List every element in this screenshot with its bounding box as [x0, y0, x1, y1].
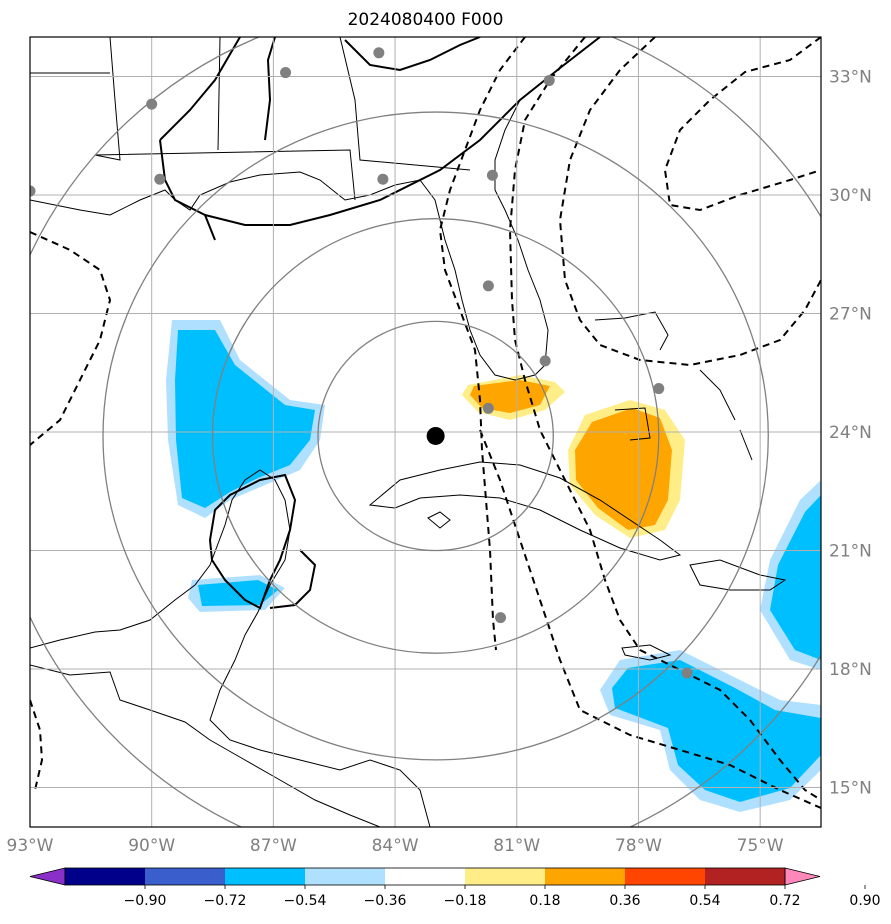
- station-marker: [482, 402, 494, 414]
- latitude-label: 33°N: [829, 68, 872, 88]
- range-ring: [317, 320, 554, 552]
- range-rings: [30, 37, 821, 827]
- latitude-label: 15°N: [829, 779, 872, 799]
- longitude-label: 75°W: [737, 836, 784, 856]
- longitude-label: 84°W: [372, 836, 419, 856]
- longitude-labels: 93°W 90°W 87°W 84°W 81°W 78°W 75°W: [7, 836, 784, 856]
- longitude-label: 90°W: [128, 836, 175, 856]
- colorbar-segment: [145, 868, 226, 885]
- range-ring: [211, 218, 660, 654]
- colorbar-tick-label: −0.54: [284, 893, 327, 909]
- station-markers: [30, 47, 693, 679]
- state-borders: [30, 37, 471, 201]
- anomaly-shading: [166, 320, 821, 812]
- station-marker: [377, 173, 389, 185]
- latitude-label: 21°N: [829, 542, 872, 562]
- coast-central-america: [30, 664, 381, 827]
- station-marker: [373, 47, 385, 59]
- colorbar-tick-labels: −0.90 −0.72 −0.54 −0.36 −0.18 0.18 0.36 0.54 0.7…: [124, 885, 881, 909]
- colorbar-tick-label: −0.72: [204, 893, 247, 909]
- colorbar-frame: [64, 867, 786, 886]
- station-marker: [486, 169, 498, 181]
- station-marker: [280, 67, 292, 79]
- colorbar-segment: [65, 868, 146, 885]
- station-marker: [30, 185, 36, 197]
- station-marker: [653, 383, 665, 395]
- solid-contour-gulf-loop: [208, 473, 317, 610]
- colorbar-tick-label: 0.54: [689, 893, 720, 909]
- range-ring: [102, 111, 769, 761]
- dashed-contour-west-small: [30, 699, 44, 791]
- coast-yucatan: [30, 469, 431, 827]
- latitude-label: 27°N: [829, 305, 872, 325]
- colorbar-tick-label: 0.90: [849, 893, 880, 909]
- solid-contour-north: [159, 37, 601, 226]
- solid-contour-left: [159, 139, 216, 241]
- coast-hispaniola: [689, 559, 787, 591]
- map-title: 2024080400 F000: [347, 10, 504, 30]
- latitude-label: 24°N: [829, 423, 872, 443]
- storm-center-marker: [426, 426, 445, 445]
- dashed-contour-florida: [438, 37, 526, 651]
- latitude-label: 18°N: [829, 660, 872, 680]
- dashed-contour-atlantic-3: [663, 37, 821, 212]
- latitude-label: 30°N: [829, 186, 872, 206]
- negative-anomaly-gulf: [175, 330, 315, 508]
- isle-of-youth: [427, 511, 451, 529]
- colorbar-segment: [385, 868, 466, 885]
- longitude-label: 81°W: [493, 836, 540, 856]
- coastlines: [30, 37, 787, 827]
- coast-bahamas: [594, 311, 753, 461]
- station-marker: [495, 612, 507, 624]
- station-marker: [482, 280, 494, 292]
- colorbar-segment: [305, 868, 386, 885]
- map-area: [30, 37, 821, 827]
- colorbar-segment: [545, 868, 626, 885]
- latitude-labels: 15°N 18°N 21°N 24°N 27°N 30°N 33°N: [829, 68, 872, 799]
- dashed-contour-lines: [30, 37, 821, 809]
- colorbar-tick-label: −0.36: [364, 893, 407, 909]
- dashed-contour-atlantic-1: [508, 37, 821, 801]
- colorbar-segment: [465, 868, 546, 885]
- map-frame: [29, 36, 822, 828]
- negative-anomaly-east: [770, 495, 821, 660]
- colorbar-segment: [625, 868, 706, 885]
- colorbar-tick-label: 0.18: [529, 893, 560, 909]
- colorbar-segment: [225, 868, 306, 885]
- station-marker: [539, 355, 551, 367]
- colorbar-tick-label: 0.72: [769, 893, 800, 909]
- station-marker: [543, 74, 555, 86]
- colorbar-segment: [705, 868, 786, 885]
- colorbar-tick-label: −0.18: [444, 893, 487, 909]
- grid-lines: [30, 37, 821, 827]
- station-marker: [146, 98, 158, 110]
- colorbar: [29, 867, 821, 886]
- colorbar-tick-label: −0.90: [124, 893, 167, 909]
- colorbar-tick-label: 0.36: [609, 893, 640, 909]
- longitude-label: 78°W: [615, 836, 662, 856]
- contour-lines: [159, 37, 601, 610]
- longitude-label: 87°W: [250, 836, 297, 856]
- station-marker: [154, 173, 166, 185]
- station-marker: [681, 667, 693, 679]
- coast-jamaica: [621, 644, 672, 661]
- coast-cuba: [368, 461, 682, 561]
- colorbar-under-arrow: [29, 867, 66, 886]
- negative-anomaly-caribbean: [612, 660, 821, 802]
- colorbar-over-arrow: [784, 867, 821, 886]
- longitude-label: 93°W: [7, 836, 54, 856]
- dashed-contour-southeast: [479, 429, 821, 809]
- dashed-contour-west: [30, 231, 112, 446]
